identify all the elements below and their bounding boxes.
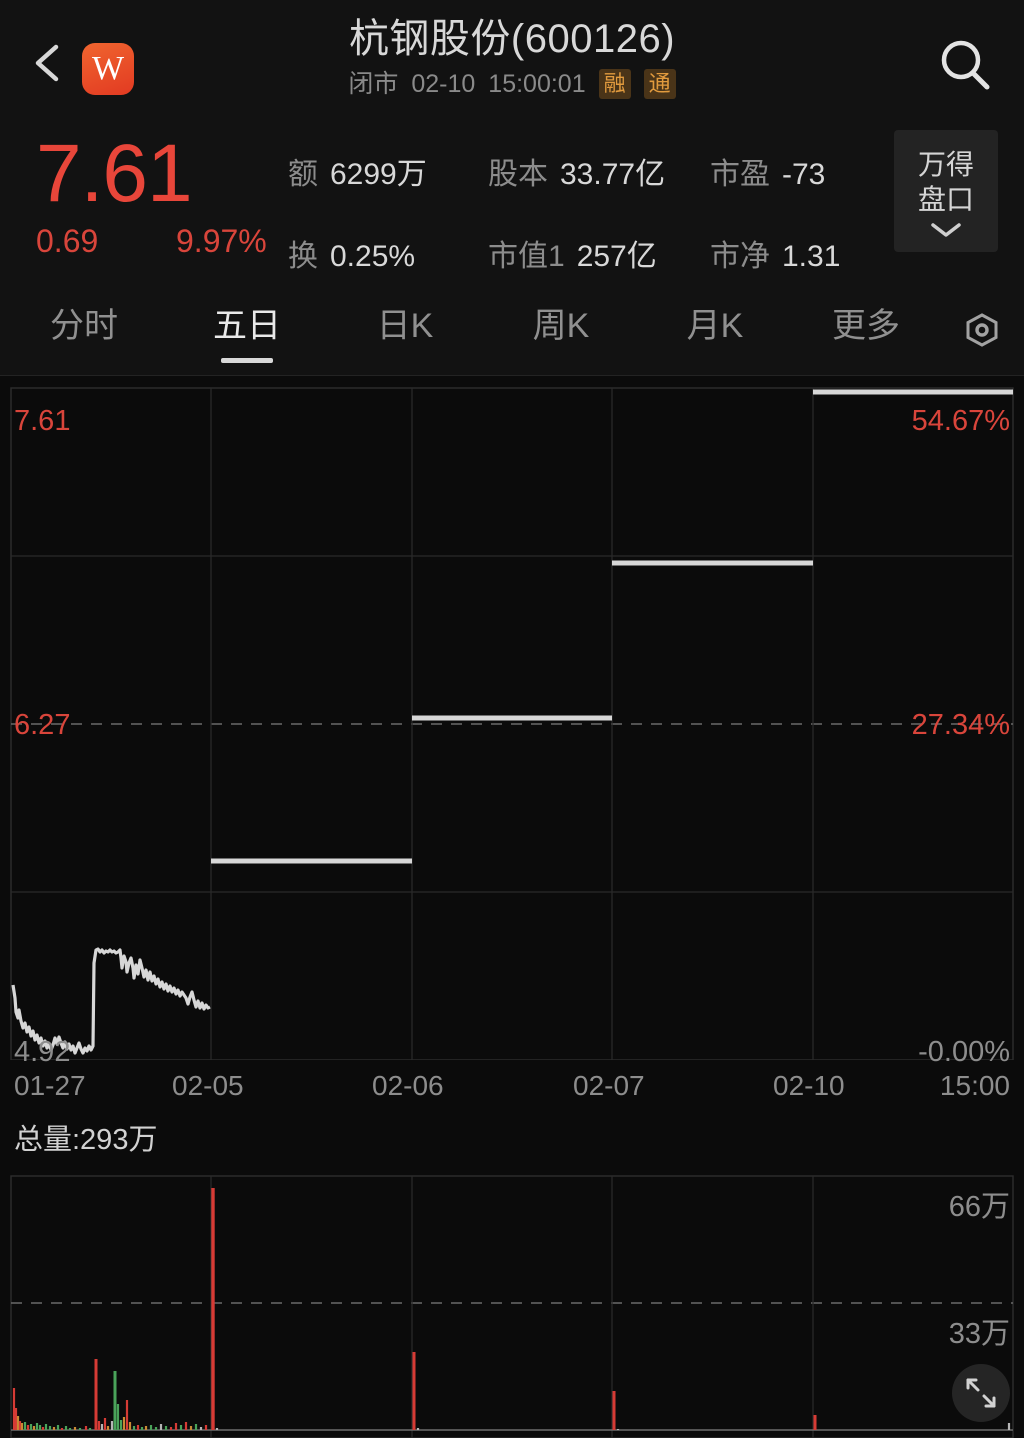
last-price: 7.61: [36, 128, 193, 219]
stat-share-capital: 股本 33.77亿: [488, 134, 710, 216]
title-block: 杭钢股份(600126) 闭市 02-10 15:00:01 融 通: [0, 14, 1024, 100]
volume-axis-mid-label: 33万: [948, 1318, 1010, 1350]
volume-chart-panel[interactable]: 66万 33万: [0, 1172, 1024, 1438]
tab-week-k[interactable]: 周K: [532, 307, 590, 345]
price-axis-bottom-label: 4.92: [14, 1036, 71, 1068]
stat-market-cap: 市值1 257亿: [488, 216, 710, 298]
stat-pb-ratio: 市净 1.31: [710, 216, 880, 298]
tab-day-k[interactable]: 日K: [376, 307, 434, 345]
xtick-5: 15:00: [939, 1070, 1010, 1101]
xtick-3: 02-07: [573, 1070, 645, 1101]
stats-grid: 额 6299万 股本 33.77亿 市盈 -73 换 0.25% 市值1 257…: [288, 134, 880, 298]
stat-label: 市盈: [710, 158, 770, 191]
expand-chart-button[interactable]: [952, 1364, 1010, 1422]
stat-value: 1.31: [782, 240, 841, 273]
stat-value: 33.77亿: [560, 158, 666, 191]
price-chart-panel[interactable]: 7.61 6.27 4.92 54.67% 27.34% -0.00%: [0, 380, 1024, 1068]
stat-label: 换: [288, 240, 318, 273]
pct-axis-top-label: 54.67%: [911, 405, 1010, 437]
hexagon-gear-icon: [966, 313, 998, 347]
stat-value: 257亿: [576, 240, 657, 273]
badge-connect: 通: [643, 69, 676, 99]
xtick-0: 01-27: [14, 1070, 86, 1101]
search-icon: [941, 40, 990, 90]
volume-axis-top-label: 66万: [948, 1191, 1010, 1223]
chevron-left-icon: [35, 44, 59, 82]
price-chart-svg: [10, 387, 1014, 1060]
stat-label: 市值1: [488, 240, 565, 273]
stat-pe-ratio: 市盈 -73: [710, 134, 880, 216]
price-chart-x-axis: 01-27 02-05 02-06 02-07 02-10 15:00: [0, 1068, 1024, 1112]
chevron-down-icon: [929, 220, 963, 245]
market-status: 闭市: [348, 70, 399, 98]
chart-settings-button[interactable]: [940, 292, 1024, 354]
price-axis-top-label: 7.61: [14, 405, 71, 437]
stat-label: 额: [288, 158, 318, 191]
wind-button-line2: 盘口: [917, 184, 974, 215]
stat-label: 市净: [710, 240, 770, 273]
quote-date: 02-10: [411, 70, 476, 98]
xtick-1: 02-05: [172, 1070, 244, 1101]
app-logo[interactable]: W: [82, 43, 134, 95]
tab-month-k[interactable]: 月K: [686, 307, 744, 345]
quote-block: 7.61 0.69 9.97% 额 6299万 股本 33.77亿 市盈 -73…: [0, 124, 1024, 288]
quote-time: 15:00:01: [488, 70, 586, 98]
price-change: 0.69: [36, 223, 99, 259]
back-button[interactable]: [32, 44, 62, 82]
wind-button-line1: 万得: [917, 149, 974, 180]
volume-total-label: 总量:293万: [14, 1124, 158, 1156]
xtick-2: 02-06: [372, 1070, 444, 1101]
pct-axis-mid-label: 27.34%: [911, 709, 1010, 741]
stat-value: 0.25%: [330, 240, 416, 273]
pct-axis-bottom-label: -0.00%: [918, 1036, 1010, 1068]
badge-margin-trading: 融: [598, 69, 631, 99]
price-change-percent: 9.97%: [176, 223, 267, 259]
xtick-4: 02-10: [773, 1070, 845, 1101]
wind-orderbook-button[interactable]: 万得 盘口: [894, 130, 998, 252]
price-change-row: 0.69 9.97%: [36, 220, 272, 262]
stat-turnover-amount: 额 6299万: [288, 134, 488, 216]
logo-letter: W: [91, 50, 125, 87]
tab-fenshi[interactable]: 分时: [50, 307, 118, 345]
tab-more[interactable]: 更多: [832, 307, 900, 345]
price-axis-mid-label: 6.27: [14, 709, 71, 741]
stat-value: -73: [782, 158, 826, 191]
top-bar: W 杭钢股份(600126) 闭市 02-10 15:00:01 融 通: [0, 0, 1024, 124]
volume-chart-svg: [10, 1175, 1014, 1438]
tab-five-day[interactable]: 五日: [168, 292, 326, 352]
market-status-line: 闭市 02-10 15:00:01 融 通: [0, 68, 1024, 100]
stat-value: 6299万: [330, 158, 427, 191]
page-title: 杭钢股份(600126): [348, 17, 676, 61]
stat-turnover-rate: 换 0.25%: [288, 216, 488, 298]
expand-arrows-icon: [966, 1378, 996, 1408]
chart-period-tabs: 分时 五日 日K 周K 月K 更多: [0, 288, 1024, 376]
stat-label: 股本: [488, 158, 548, 191]
search-button[interactable]: [936, 36, 994, 94]
